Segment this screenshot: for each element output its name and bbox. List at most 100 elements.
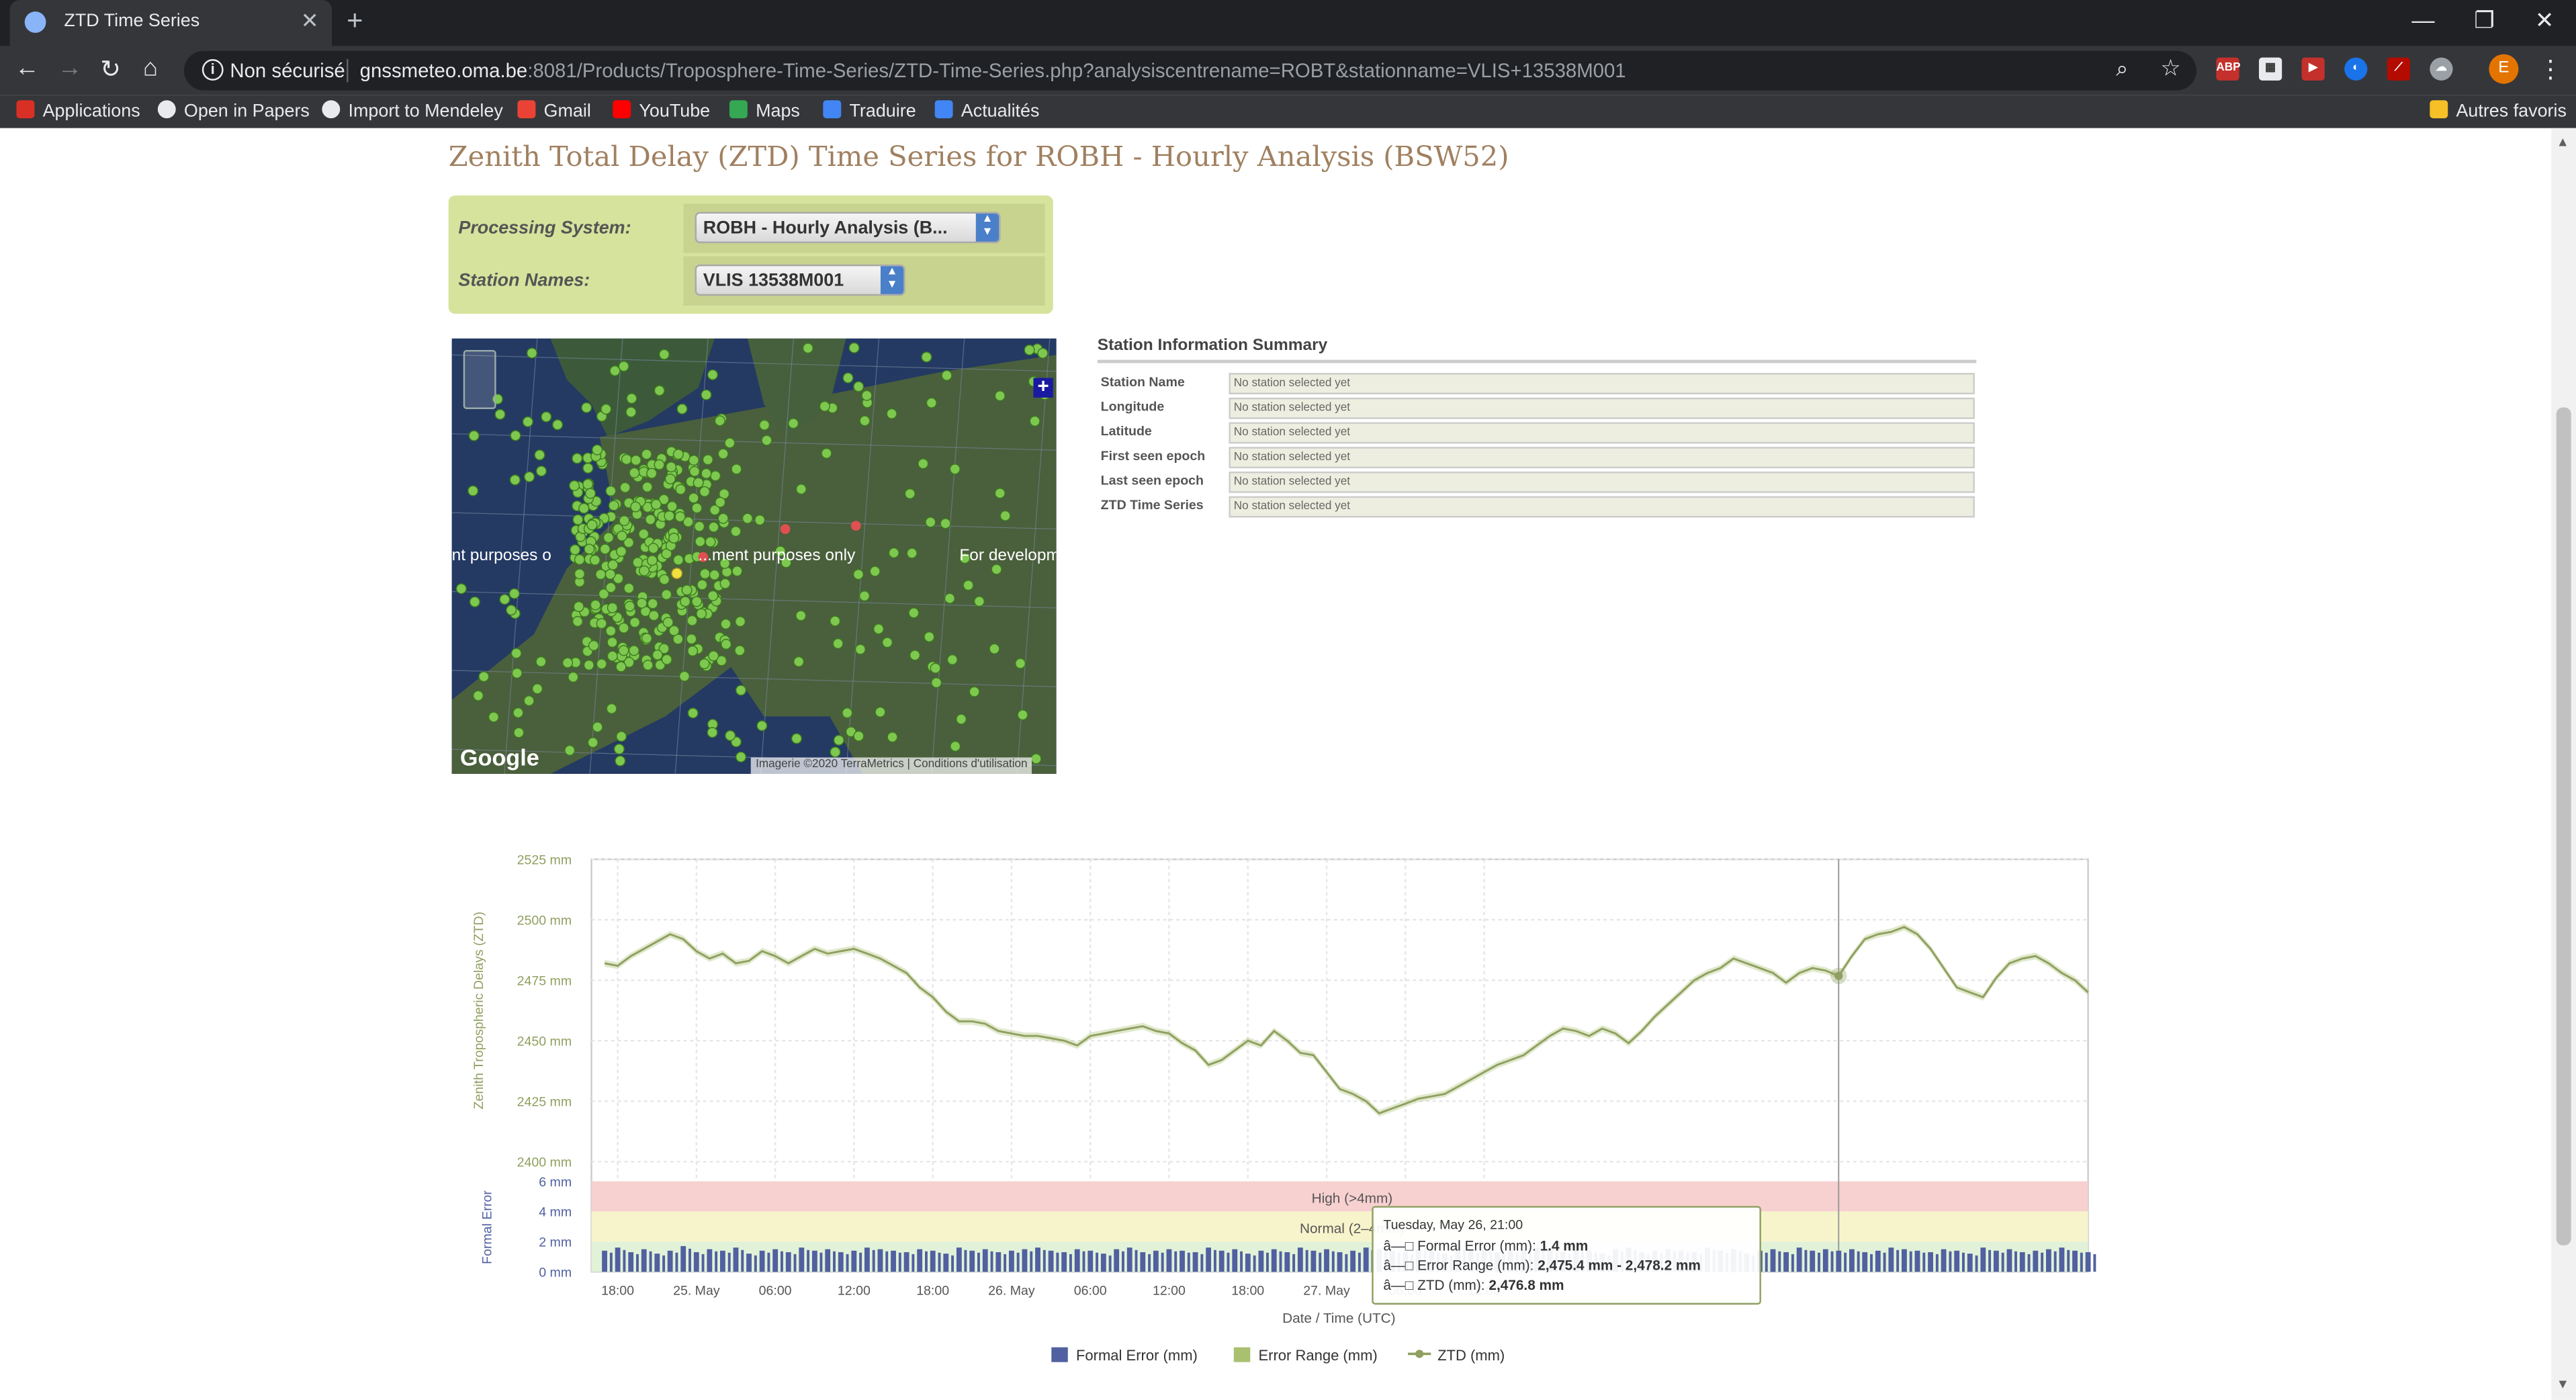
restore-icon[interactable]: ❐ [2474, 6, 2495, 33]
bookmark-traduire[interactable]: Traduire [823, 100, 916, 122]
map-station-marker [687, 707, 699, 719]
formal-error-bar [1783, 1252, 1789, 1272]
close-tab-icon[interactable]: ✕ [300, 8, 319, 33]
map-expand-icon[interactable]: + [1033, 376, 1053, 398]
back-icon[interactable]: ← [15, 54, 40, 83]
tooltip-ztd-value: 2,476.8 mm [1489, 1276, 1564, 1293]
bookmark-gmail[interactable]: Gmail [517, 100, 591, 122]
scroll-up-icon[interactable]: ▲ [2556, 134, 2570, 150]
map-station-marker [616, 530, 628, 541]
map-station-marker [791, 733, 803, 744]
window-close-icon[interactable]: ✕ [2534, 6, 2555, 33]
map-station-marker [861, 390, 873, 401]
menu-icon[interactable]: ⋮ [2538, 56, 2563, 84]
reload-icon[interactable]: ↻ [100, 56, 121, 84]
formal-error-bar [1100, 1254, 1106, 1272]
map-station-marker [734, 645, 746, 656]
station-map[interactable]: + nt purposes o ...ment purposes only Fo… [451, 338, 1057, 774]
formal-error-bar [701, 1254, 705, 1272]
map-station-marker [647, 598, 658, 609]
map-station-marker [625, 406, 637, 418]
map-zoom-control[interactable] [463, 349, 496, 410]
tooltip-marker: â—□ [1383, 1276, 1414, 1293]
map-station-marker [941, 369, 952, 381]
bookmark-star-icon[interactable]: ☆ [2160, 54, 2181, 81]
formal-error-bar [2093, 1254, 2096, 1272]
map-station-marker [646, 468, 658, 479]
formal-error-bar [1862, 1252, 1868, 1272]
chevron-updown-icon: ▲ ▼ [880, 266, 904, 294]
map-station-marker [618, 645, 629, 656]
map-station-marker [795, 484, 807, 495]
formal-error-bar [1888, 1248, 1894, 1272]
formal-error-bar [1928, 1252, 1933, 1272]
minimize-icon[interactable]: — [2411, 6, 2435, 33]
terms-link[interactable]: Conditions d'utilisation [913, 758, 1028, 771]
formal-error-bar [1279, 1251, 1282, 1272]
tooltip-marker: â—□ [1383, 1237, 1414, 1254]
bookmark-apps[interactable]: Applications [16, 100, 140, 122]
formal-error-bar [2027, 1254, 2031, 1272]
map-station-marker [589, 554, 601, 566]
map-station-marker [618, 361, 629, 372]
map-station-marker [781, 557, 792, 568]
adblock-icon[interactable]: ABP [2216, 57, 2241, 81]
map-station-marker [531, 683, 543, 695]
formal-error-bar [838, 1252, 844, 1272]
scrollbar-thumb[interactable] [2556, 407, 2571, 1245]
x-tick-label: 18:00 [601, 1283, 634, 1298]
map-station-marker [842, 707, 853, 719]
map-station-marker [632, 557, 643, 568]
station-label: Station Names: [458, 271, 590, 291]
new-tab-icon[interactable]: + [347, 5, 363, 36]
extension-icon[interactable]: ◐ [2344, 57, 2368, 81]
map-station-marker [710, 470, 721, 482]
map-station-marker [921, 351, 932, 363]
map-gridline [451, 512, 1057, 530]
map-station-marker [758, 419, 770, 431]
map-station-marker [686, 633, 697, 645]
home-icon[interactable]: ⌂ [142, 54, 158, 83]
station-name-select[interactable]: VLIS 13538M001 ▲ ▼ [695, 264, 905, 296]
processing-system-select[interactable]: ROBH - Hourly Analysis (B... ▲ ▼ [695, 212, 1001, 243]
pdf-extension-icon[interactable]: ⟋ [2387, 57, 2410, 81]
scroll-down-icon[interactable]: ▼ [2556, 1376, 2570, 1392]
formal-error-bar [1126, 1248, 1132, 1272]
extension-icon[interactable]: ▶ [2301, 57, 2325, 81]
bookmark-mendeley[interactable]: Import to Mendeley [322, 100, 503, 122]
map-station-marker [661, 654, 672, 665]
formal-error-bar [2059, 1248, 2065, 1272]
bookmark-youtube[interactable]: YouTube [613, 100, 710, 122]
browser-tab[interactable]: ZTD Time Series ✕ [9, 0, 332, 46]
map-gridline [931, 338, 965, 774]
bookmark-maps[interactable]: Maps [729, 100, 800, 122]
bookmark-actualites[interactable]: Actualités [934, 100, 1039, 122]
map-station-marker [472, 690, 484, 701]
formal-error-bar [990, 1251, 993, 1272]
map-station-marker [522, 416, 533, 427]
formal-error-bar [1096, 1252, 1099, 1272]
address-bar[interactable]: i Non sécurisé gnssmeteo.oma.be:8081/Pro… [183, 50, 2197, 91]
bookmark-other[interactable]: Autres favoris [2430, 100, 2567, 122]
info-key: Longitude [1100, 399, 1165, 414]
url-text[interactable]: gnssmeteo.oma.be:8081/Products/Troposphe… [360, 59, 1626, 82]
bookmark-open-in-papers[interactable]: Open in Papers [157, 100, 310, 122]
info-icon[interactable]: i [202, 59, 224, 81]
extension-icon[interactable]: ▦ [2258, 57, 2282, 81]
profile-avatar[interactable]: E [2489, 54, 2519, 84]
map-station-marker [909, 650, 921, 661]
map-station-marker [955, 713, 967, 725]
extension-icon[interactable]: ☁ [2430, 57, 2453, 81]
map-land-scandinavia [747, 338, 846, 437]
forward-icon[interactable]: → [57, 54, 83, 83]
formal-error-bar [1121, 1251, 1124, 1272]
zoom-icon[interactable]: ⌕ [2116, 56, 2128, 81]
page-scrollbar[interactable]: ▲ ▼ [2551, 128, 2576, 1400]
formal-error-bar [1180, 1250, 1185, 1272]
map-station-marker [774, 545, 786, 557]
formal-error-bar [1161, 1252, 1164, 1272]
map-station-marker [578, 502, 590, 514]
formal-error-bar [1258, 1250, 1264, 1272]
map-canvas[interactable] [451, 338, 1057, 774]
formal-error-bar [807, 1250, 810, 1272]
